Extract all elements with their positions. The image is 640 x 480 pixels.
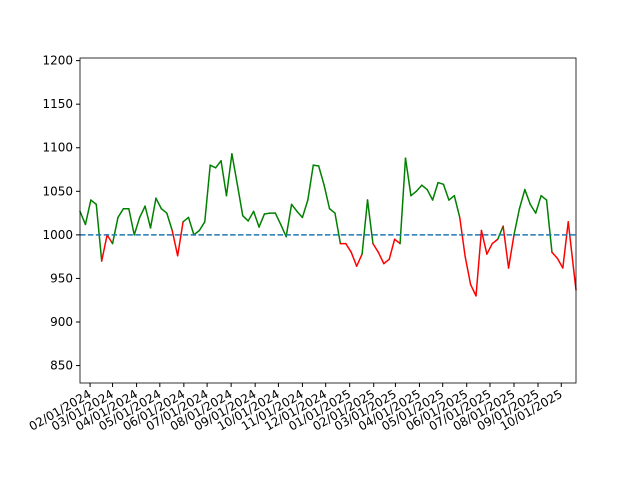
line-segment bbox=[453, 194, 461, 219]
line-segment bbox=[469, 283, 477, 297]
line-segment bbox=[274, 212, 282, 226]
line-segment bbox=[252, 210, 260, 228]
line-segment bbox=[100, 234, 108, 262]
line-segment bbox=[301, 199, 309, 219]
line-segment bbox=[502, 225, 510, 269]
line-segment bbox=[214, 160, 222, 169]
line-segment bbox=[562, 221, 569, 269]
line-segment bbox=[491, 238, 499, 245]
line-segment bbox=[388, 238, 396, 261]
line-segment bbox=[242, 214, 249, 222]
line-segment bbox=[204, 164, 211, 223]
line-segment bbox=[415, 184, 423, 193]
line-segment bbox=[496, 225, 504, 240]
line-segment bbox=[410, 190, 418, 197]
line-segment bbox=[507, 234, 515, 269]
line-segment bbox=[182, 216, 190, 223]
y-tick-label: 1100 bbox=[42, 141, 73, 155]
line-segment bbox=[187, 216, 195, 236]
line-segment bbox=[513, 207, 521, 236]
y-tick-label: 1000 bbox=[42, 228, 73, 242]
line-segment bbox=[545, 199, 553, 254]
line-segment bbox=[437, 181, 445, 186]
line-segment bbox=[431, 181, 439, 201]
line-segment bbox=[133, 216, 141, 236]
line-segment bbox=[279, 223, 287, 238]
line-segment bbox=[464, 255, 472, 286]
line-segment bbox=[198, 221, 206, 232]
line-segment bbox=[383, 258, 390, 265]
y-tick-label: 900 bbox=[50, 315, 73, 329]
line-segment bbox=[334, 212, 342, 245]
line-segment bbox=[117, 207, 125, 219]
line-segment bbox=[144, 205, 152, 229]
line-segment bbox=[95, 203, 103, 262]
line-segment bbox=[486, 242, 494, 255]
line-segment bbox=[393, 238, 401, 245]
line-segment bbox=[128, 207, 135, 236]
line-segment bbox=[421, 184, 428, 191]
line-segment bbox=[556, 257, 564, 269]
line-segment bbox=[236, 183, 244, 217]
line-segment bbox=[518, 188, 526, 210]
line-segment bbox=[166, 212, 173, 232]
line-segment bbox=[345, 242, 352, 254]
line-segment bbox=[106, 234, 114, 245]
line-segment bbox=[372, 242, 380, 254]
line-segment bbox=[350, 251, 358, 267]
plot-frame bbox=[79, 57, 577, 384]
line-segment bbox=[258, 213, 266, 228]
line-segment bbox=[312, 164, 320, 167]
line-segment bbox=[377, 251, 385, 265]
line-segment bbox=[285, 203, 293, 238]
line-segment bbox=[475, 229, 483, 297]
line-segment bbox=[448, 194, 456, 201]
line-segment bbox=[296, 210, 304, 219]
line-segment bbox=[317, 165, 325, 186]
line-segment bbox=[540, 194, 548, 201]
line-segment bbox=[361, 199, 369, 255]
line-segment bbox=[160, 207, 168, 214]
line-segment bbox=[225, 153, 233, 197]
line-segment bbox=[529, 203, 537, 214]
line-segment bbox=[79, 210, 87, 226]
line-segment bbox=[111, 216, 119, 245]
line-segment bbox=[459, 216, 466, 258]
line-segment bbox=[263, 212, 271, 215]
line-segment bbox=[534, 194, 542, 214]
line-segment bbox=[442, 183, 450, 201]
line-segment bbox=[551, 251, 559, 260]
line-segment bbox=[171, 229, 179, 257]
line-segment bbox=[355, 253, 363, 267]
y-tick-label: 1050 bbox=[42, 184, 73, 198]
line-segment bbox=[290, 203, 298, 213]
line-segment bbox=[567, 221, 575, 271]
y-tick-label: 950 bbox=[50, 271, 73, 285]
line-segment bbox=[84, 199, 92, 226]
line-segment bbox=[90, 199, 98, 206]
line-segment bbox=[176, 221, 184, 257]
y-tick-label: 1150 bbox=[42, 97, 73, 111]
line-segment bbox=[247, 210, 255, 222]
line-segment bbox=[149, 197, 157, 229]
line-segment bbox=[209, 164, 217, 169]
line-segment bbox=[426, 188, 434, 201]
y-tick-label: 850 bbox=[50, 359, 73, 373]
line-segment bbox=[366, 199, 374, 245]
line-segment bbox=[155, 197, 163, 210]
line-segment bbox=[524, 188, 532, 206]
line-segment bbox=[307, 164, 315, 201]
line-segment bbox=[399, 157, 407, 245]
line-segment bbox=[138, 205, 146, 219]
line-segment bbox=[404, 157, 412, 197]
line-segment bbox=[480, 229, 488, 255]
line-segment bbox=[328, 207, 336, 214]
line-segment bbox=[323, 184, 331, 210]
line-segment bbox=[220, 160, 228, 197]
y-tick-label: 1200 bbox=[42, 54, 73, 68]
line-segment bbox=[231, 153, 239, 186]
